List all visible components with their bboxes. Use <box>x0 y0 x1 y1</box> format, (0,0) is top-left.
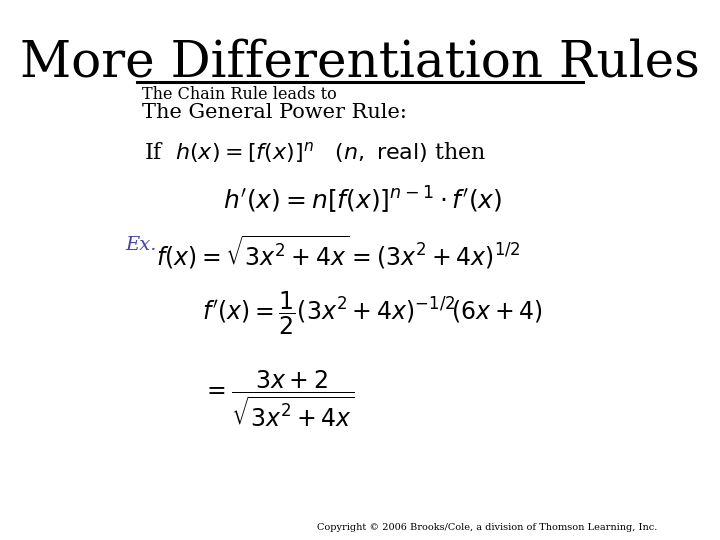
Text: Copyright © 2006 Brooks/Cole, a division of Thomson Learning, Inc.: Copyright © 2006 Brooks/Cole, a division… <box>317 523 657 532</box>
Text: $= \dfrac{3x+2}{\sqrt{3x^2+4x}}$: $= \dfrac{3x+2}{\sqrt{3x^2+4x}}$ <box>202 368 354 429</box>
Text: $h'(x) = n\left[f(x)\right]^{n-1} \cdot f'(x)$: $h'(x) = n\left[f(x)\right]^{n-1} \cdot … <box>223 185 503 216</box>
Text: If  $h(x) = \left[f(x)\right]^n$   $\left(n,\ \mathrm{real}\right)$ then: If $h(x) = \left[f(x)\right]^n$ $\left(n… <box>144 140 487 165</box>
Text: More Differentiation Rules: More Differentiation Rules <box>20 38 700 87</box>
Text: $f(x) = \sqrt{3x^2+4x} = \left(3x^2+4x\right)^{1/2}$: $f(x) = \sqrt{3x^2+4x} = \left(3x^2+4x\r… <box>156 234 521 272</box>
Text: Ex.: Ex. <box>126 236 157 254</box>
Text: The General Power Rule:: The General Power Rule: <box>143 103 408 122</box>
Text: The Chain Rule leads to: The Chain Rule leads to <box>143 86 337 103</box>
Text: $f'(x) = \dfrac{1}{2}\left(3x^2+4x\right)^{-1/2}\!\left(6x+4\right)$: $f'(x) = \dfrac{1}{2}\left(3x^2+4x\right… <box>202 290 543 338</box>
